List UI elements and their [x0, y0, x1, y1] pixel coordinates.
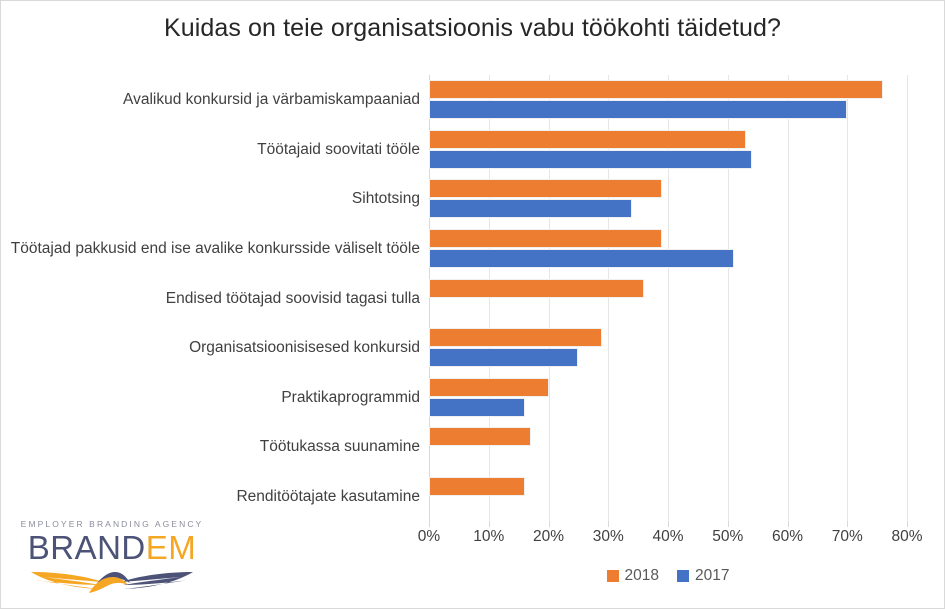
grid-line [548, 75, 550, 521]
axis-tick [668, 521, 669, 527]
x-tick-label: 40% [652, 528, 684, 545]
logo-tagline: EMPLOYER BRANDING AGENCY [20, 519, 204, 529]
bar-2018-2[interactable] [429, 179, 663, 199]
bar-2017-3[interactable] [429, 248, 734, 268]
legend-item-2018[interactable]: 2018 [606, 567, 659, 585]
axis-tick [488, 521, 490, 527]
x-tick-label: 10% [473, 528, 505, 545]
axis-tick [847, 521, 849, 527]
axis-tick [608, 521, 610, 527]
x-tick-label: 0% [417, 528, 441, 545]
plot-area [429, 75, 908, 527]
bar-2018-6[interactable] [429, 377, 549, 397]
x-axis: 0% 10% 20% 30% 40% 50% 60% 70% 80% [418, 528, 923, 552]
grid-line [907, 75, 908, 521]
logo-wordmark: BRANDEM [17, 529, 207, 567]
grid-line [787, 75, 789, 521]
category-axis: Avalikud konkursid ja värbamiskampaaniad… [1, 75, 429, 521]
grid-line [668, 75, 669, 521]
grid-line [727, 75, 729, 521]
grid-line [429, 75, 430, 521]
axis-tick [907, 521, 908, 527]
bar-2017-2[interactable] [429, 199, 633, 219]
grid-line [608, 75, 610, 521]
legend-item-2017[interactable]: 2017 [677, 567, 729, 585]
x-tick-label: 80% [891, 528, 923, 545]
category-label: Töötajad pakkusid end ise avalike konkur… [10, 239, 420, 257]
axis-tick [548, 521, 550, 527]
logo-bird-icon [31, 572, 193, 593]
category-label: Avalikud konkursid ja värbamiskampaaniad [123, 91, 420, 109]
x-tick-label: 60% [771, 528, 804, 545]
category-label: Praktikaprogrammid [281, 388, 420, 406]
x-tick-label: 50% [712, 528, 744, 545]
x-tick-label: 20% [532, 528, 565, 545]
legend-swatch-icon [606, 570, 619, 582]
legend-label: 2018 [624, 567, 659, 584]
axis-tick [429, 521, 430, 527]
bar-2017-5[interactable] [429, 348, 579, 368]
legend-swatch-icon [677, 570, 689, 582]
category-label: Renditöötajate kasutamine [236, 487, 420, 505]
category-label: Töötukassa suunamine [259, 438, 420, 456]
axis-tick [727, 521, 729, 527]
bar-2018-5[interactable] [429, 328, 603, 348]
bar-2017-6[interactable] [429, 397, 525, 417]
grid-line [847, 75, 849, 521]
category-label: Sihtotsing [351, 190, 420, 208]
bar-2018-0[interactable] [429, 80, 884, 100]
category-label: Endised töötajad soovisid tagasi tulla [165, 289, 420, 307]
bar-2017-1[interactable] [429, 149, 752, 169]
grid-line [488, 75, 490, 521]
logo-word-em: EM [145, 529, 197, 566]
bar-2018-1[interactable] [429, 129, 746, 149]
bar-2018-3[interactable] [429, 228, 663, 248]
x-tick-label: 30% [592, 528, 624, 545]
category-label: Organisatsioonisisesed konkursid [189, 339, 420, 357]
chart-legend: 2018 2017 [429, 567, 907, 585]
axis-tick [787, 521, 789, 527]
bar-2018-4[interactable] [429, 278, 645, 298]
bar-2018-8[interactable] [429, 476, 525, 496]
brandem-logo: EMPLOYER BRANDING AGENCY BRANDEM [17, 513, 207, 599]
chart-title: Kuidas on teie organisatsioonis vabu töö… [163, 14, 782, 42]
bar-2018-7[interactable] [429, 427, 531, 447]
x-tick-label: 70% [831, 528, 863, 545]
logo-word-brand: BRAND [27, 529, 146, 566]
legend-label: 2017 [695, 567, 730, 584]
category-label: Töötajaid soovitati tööle [257, 140, 420, 158]
bar-2017-0[interactable] [429, 100, 848, 120]
